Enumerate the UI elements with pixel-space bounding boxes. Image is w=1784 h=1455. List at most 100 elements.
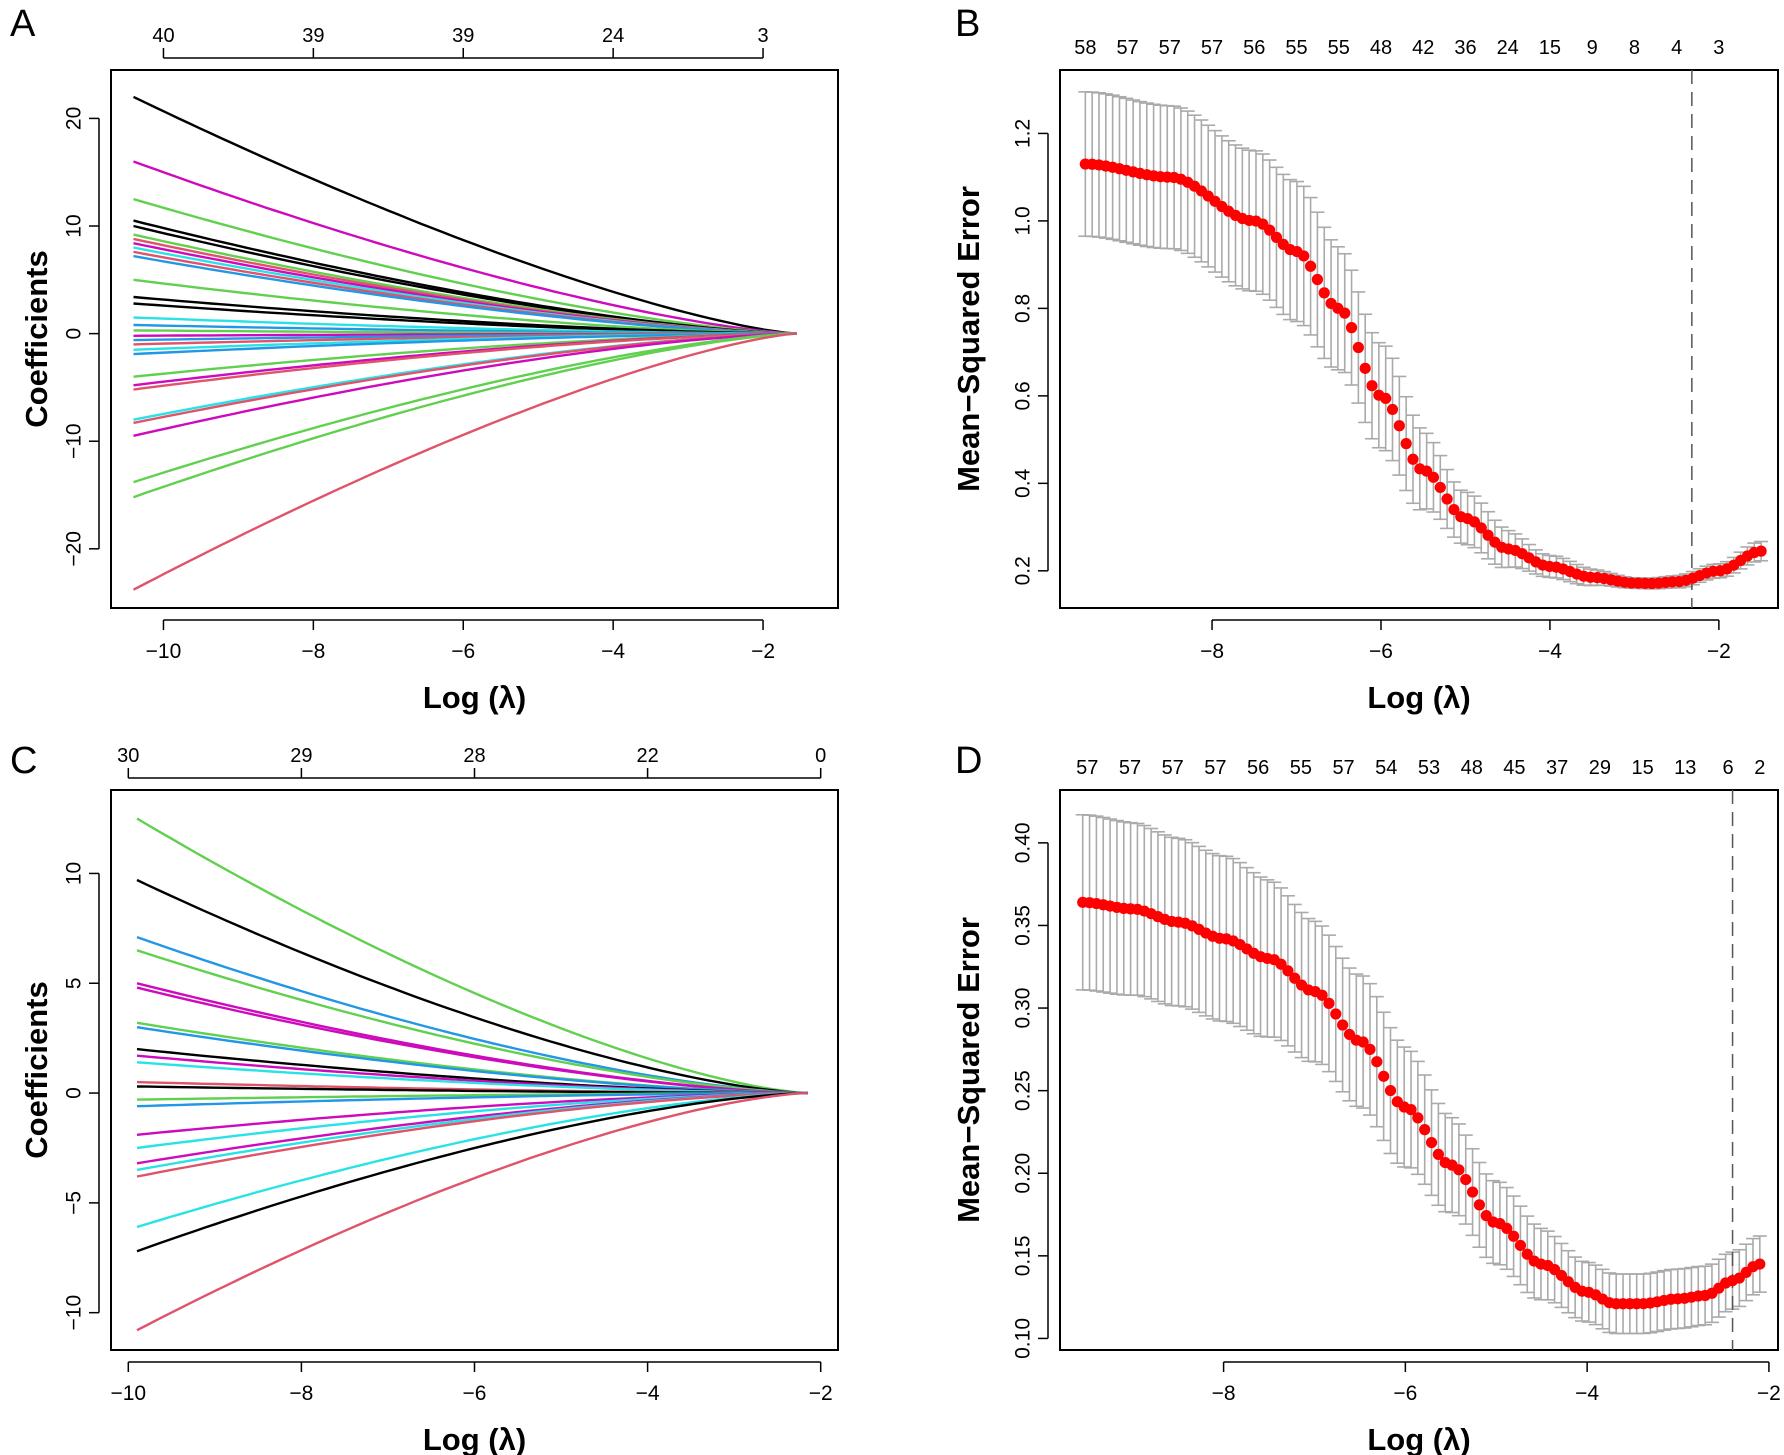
x-tick-label: −2 <box>1707 640 1731 663</box>
plot-area <box>136 817 808 1332</box>
y-tick-label: 0.20 <box>1011 1153 1034 1194</box>
mse-point <box>1407 453 1419 465</box>
coefficient-path <box>136 1091 808 1229</box>
coefficient-path <box>133 332 797 484</box>
mse-point <box>1371 1056 1383 1068</box>
top-axis-label: 57 <box>1159 37 1181 59</box>
top-axis-label: 13 <box>1674 757 1696 779</box>
mse-point <box>1754 1258 1766 1270</box>
plot-frame <box>110 789 839 1351</box>
y-tick-label: 0.30 <box>1011 988 1034 1029</box>
mse-point <box>1318 287 1330 299</box>
coefficient-path <box>136 1091 808 1178</box>
mse-point <box>1521 1248 1533 1260</box>
y-tick-label: −10 <box>62 1295 85 1331</box>
y-tick-label: −5 <box>62 1191 85 1215</box>
mse-point <box>1316 989 1328 1001</box>
x-tick-label: −4 <box>601 640 625 663</box>
top-axis-label: 48 <box>1370 37 1392 59</box>
coefficient-path <box>133 237 797 335</box>
top-axis-label: 15 <box>1631 757 1653 779</box>
plot-frame <box>110 69 839 609</box>
x-tick-label: −10 <box>146 640 182 663</box>
top-axis-label: 57 <box>1332 757 1354 779</box>
x-tick-label: −8 <box>1212 1382 1236 1405</box>
mse-point <box>1366 380 1378 392</box>
top-axis-label: 48 <box>1461 757 1483 779</box>
mse-point <box>1339 307 1351 319</box>
y-tick-label: 0.8 <box>1011 294 1034 323</box>
top-axis-label: 40 <box>152 25 174 47</box>
x-tick-label: −4 <box>636 1382 660 1405</box>
top-axis-label: 57 <box>1162 757 1184 779</box>
y-tick-label: 10 <box>62 214 85 237</box>
mse-point <box>1298 250 1310 262</box>
y-axis-title: Coefficients <box>19 981 54 1158</box>
y-tick-label: 0.35 <box>1011 905 1034 946</box>
mse-point <box>1380 392 1392 405</box>
plot-frame <box>1059 789 1779 1351</box>
mse-point <box>1337 1019 1349 1031</box>
x-tick-label: −6 <box>1393 1382 1417 1405</box>
mse-point <box>1441 493 1453 505</box>
top-axis-label: 55 <box>1285 37 1307 59</box>
mse-point <box>1289 972 1301 984</box>
top-axis-label: 39 <box>452 25 474 47</box>
top-axis-label: 6 <box>1722 757 1733 779</box>
mse-point <box>1323 997 1335 1009</box>
mse-point <box>1448 503 1460 516</box>
mse-point <box>1473 1199 1486 1211</box>
coefficient-path <box>133 224 797 335</box>
top-axis-label: 57 <box>1201 37 1223 59</box>
mse-point <box>1514 1239 1527 1252</box>
plot-area <box>1075 790 1767 1350</box>
mse-point <box>1384 1084 1397 1097</box>
coefficient-path <box>133 332 797 499</box>
top-axis-label: 37 <box>1546 757 1568 779</box>
y-axis-title: Mean−Squared Error <box>951 917 986 1223</box>
mse-point <box>1755 545 1767 557</box>
top-axis-label: 24 <box>1497 37 1519 59</box>
top-axis-label: 28 <box>463 745 485 767</box>
y-tick-label: 1.0 <box>1011 206 1034 235</box>
top-axis-label: 39 <box>302 25 324 47</box>
mse-point <box>1282 965 1294 977</box>
top-axis-label: 57 <box>1204 757 1226 779</box>
top-axis-label: 29 <box>1589 757 1611 779</box>
top-axis-label: 56 <box>1247 757 1269 779</box>
mse-point <box>1466 1186 1479 1198</box>
top-axis-label: 57 <box>1116 37 1138 59</box>
mse-point <box>1412 1112 1424 1124</box>
x-tick-label: −6 <box>1369 640 1393 663</box>
y-tick-label: 0.25 <box>1011 1070 1034 1111</box>
x-axis-title: Log (λ) <box>1367 680 1470 715</box>
top-axis-label: 58 <box>1074 37 1096 59</box>
mse-point <box>1386 403 1399 416</box>
mse-point <box>1264 224 1276 236</box>
mse-point <box>1311 273 1324 286</box>
top-axis-label: 55 <box>1290 757 1312 779</box>
mse-point <box>1432 1148 1444 1160</box>
y-axis-title: Mean−Squared Error <box>951 186 986 492</box>
y-tick-label: 0.10 <box>1011 1318 1034 1359</box>
coefficient-path <box>136 1091 808 1253</box>
y-tick-label: 0.2 <box>1011 556 1034 585</box>
mse-point <box>1501 1222 1513 1235</box>
plot-frame <box>1059 69 1779 609</box>
x-tick-label: −8 <box>289 1382 313 1405</box>
coefficient-path <box>136 949 808 1095</box>
y-tick-label: 0.6 <box>1011 381 1034 410</box>
top-axis-label: 3 <box>1713 37 1724 59</box>
coefficient-path <box>133 332 797 356</box>
mse-point <box>1475 522 1487 534</box>
x-tick-label: −4 <box>1575 1382 1599 1405</box>
top-axis-label: 53 <box>1418 757 1440 779</box>
top-axis-label: 45 <box>1503 757 1525 779</box>
mse-point <box>1434 481 1446 494</box>
x-tick-label: −6 <box>463 1382 487 1405</box>
top-axis-label: 57 <box>1076 757 1098 779</box>
mse-point <box>1270 231 1283 243</box>
coefficient-path <box>132 95 797 335</box>
panel-a-coefficient-paths: A −10 −8 −6 −4 −2 −20 −10 0 10 20 40 39 39 24 3 Log (λ)… <box>10 3 839 715</box>
